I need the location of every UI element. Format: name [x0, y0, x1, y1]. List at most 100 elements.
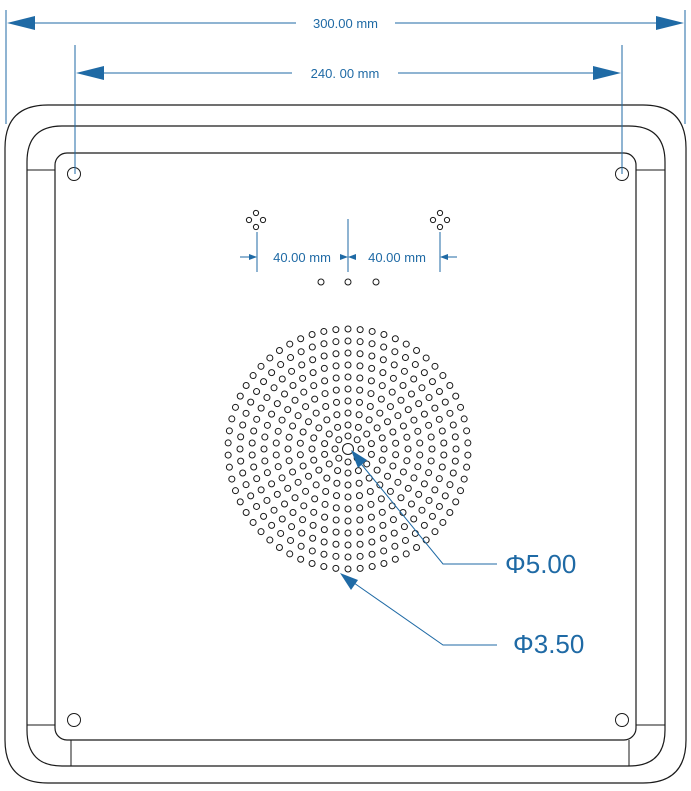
grille-hole	[225, 427, 233, 435]
grille-hole	[366, 403, 374, 410]
grille-hole	[394, 412, 402, 420]
grille-hole	[464, 439, 472, 447]
grille-hole	[248, 451, 256, 459]
grille-hole	[332, 564, 340, 572]
grille-hole	[332, 540, 340, 548]
grille-hole	[322, 488, 330, 495]
grille-hole	[356, 326, 364, 334]
grille-hole	[266, 354, 274, 362]
grille-hole	[368, 538, 376, 546]
grille-hole	[416, 451, 424, 459]
grille-hole	[321, 500, 329, 508]
grille-hole	[268, 521, 276, 529]
grille-hole	[438, 427, 446, 435]
grille-hole	[287, 536, 295, 544]
grille-hole	[344, 421, 352, 429]
grille-hole	[257, 486, 265, 494]
grille-hole	[356, 386, 364, 394]
grille-hole	[367, 500, 375, 508]
grille-hole	[224, 439, 232, 447]
grille-hole	[268, 480, 276, 488]
grille-hole	[310, 382, 318, 390]
grille-hole	[449, 469, 457, 477]
grille-hole	[413, 543, 421, 551]
grille-hole	[407, 390, 415, 398]
grille-hole	[253, 475, 261, 483]
grille-hole	[309, 534, 317, 542]
leader-arrow-center-hole	[351, 450, 367, 468]
grille-hole	[332, 338, 340, 346]
grille-hole	[310, 434, 318, 442]
grille-hole	[428, 378, 436, 386]
dim-label-hole-spacing: 240. 00 mm	[311, 66, 380, 81]
grille-hole	[401, 354, 409, 362]
grille-hole	[378, 508, 386, 516]
grille-hole	[414, 427, 422, 435]
grille-hole	[260, 378, 268, 386]
grille-hole	[296, 451, 304, 459]
grille-hole	[257, 528, 265, 536]
grille-hole	[289, 508, 297, 516]
grille-hole	[376, 481, 384, 489]
grille-hole	[278, 375, 286, 383]
grille-hole	[391, 335, 399, 343]
grille-hole	[357, 445, 365, 453]
grille-hole	[312, 409, 320, 417]
grille-hole	[415, 400, 423, 408]
grille-hole	[379, 534, 387, 542]
grille-hole	[420, 369, 428, 377]
grille-hole	[344, 553, 352, 561]
dim-arrow-spacing-left	[76, 66, 104, 80]
grille-hole	[380, 547, 388, 555]
grille-hole	[333, 492, 341, 500]
grille-hole	[261, 433, 269, 441]
dim-label-left-offset: 40.00 mm	[273, 250, 331, 265]
grille-hole	[435, 388, 443, 396]
grille-hole	[428, 445, 436, 453]
grille-hole	[425, 469, 433, 477]
grille-hole	[440, 439, 448, 447]
grille-hole	[397, 396, 405, 404]
grille-hole	[325, 430, 333, 438]
grille-hole	[332, 326, 340, 334]
grille-hole	[308, 343, 316, 351]
grille-hole	[439, 518, 447, 526]
grille-hole	[281, 500, 289, 508]
grille-hole	[410, 515, 418, 523]
grille-hole	[389, 462, 397, 470]
grille-hole	[402, 550, 410, 558]
dim-arrow-offset-center-right	[348, 254, 356, 260]
front-plate	[54, 152, 637, 741]
grille-hole	[297, 555, 305, 563]
grille-hole	[288, 367, 296, 375]
grille-hole	[224, 451, 232, 459]
grille-hole	[378, 456, 386, 464]
grille-hole	[368, 550, 376, 558]
grille-hole	[457, 403, 465, 411]
grille-hole	[299, 516, 307, 524]
grille-hole	[308, 547, 316, 555]
grille-hole	[311, 395, 319, 403]
grille-hole	[422, 536, 430, 544]
grille-hole	[263, 421, 271, 429]
grille-center-hole	[342, 443, 354, 455]
grille-hole	[440, 451, 448, 459]
grille-hole	[373, 424, 381, 432]
grille-hole	[248, 439, 256, 447]
grille-hole	[288, 523, 296, 531]
grille-hole	[297, 335, 305, 343]
grille-hole	[365, 416, 373, 424]
grille-hole	[446, 382, 454, 390]
grille-hole	[278, 515, 286, 523]
grille-hole	[308, 331, 316, 338]
grille-hole	[272, 439, 280, 447]
grille-hole	[333, 411, 341, 419]
mic-cluster-right	[429, 209, 451, 231]
grille-hole	[389, 428, 397, 436]
grille-hole	[302, 403, 310, 411]
grille-hole	[435, 475, 443, 483]
grille-hole	[403, 457, 411, 465]
grille-hole	[284, 484, 292, 492]
grille-hole	[289, 468, 297, 476]
grille-hole	[355, 492, 363, 500]
